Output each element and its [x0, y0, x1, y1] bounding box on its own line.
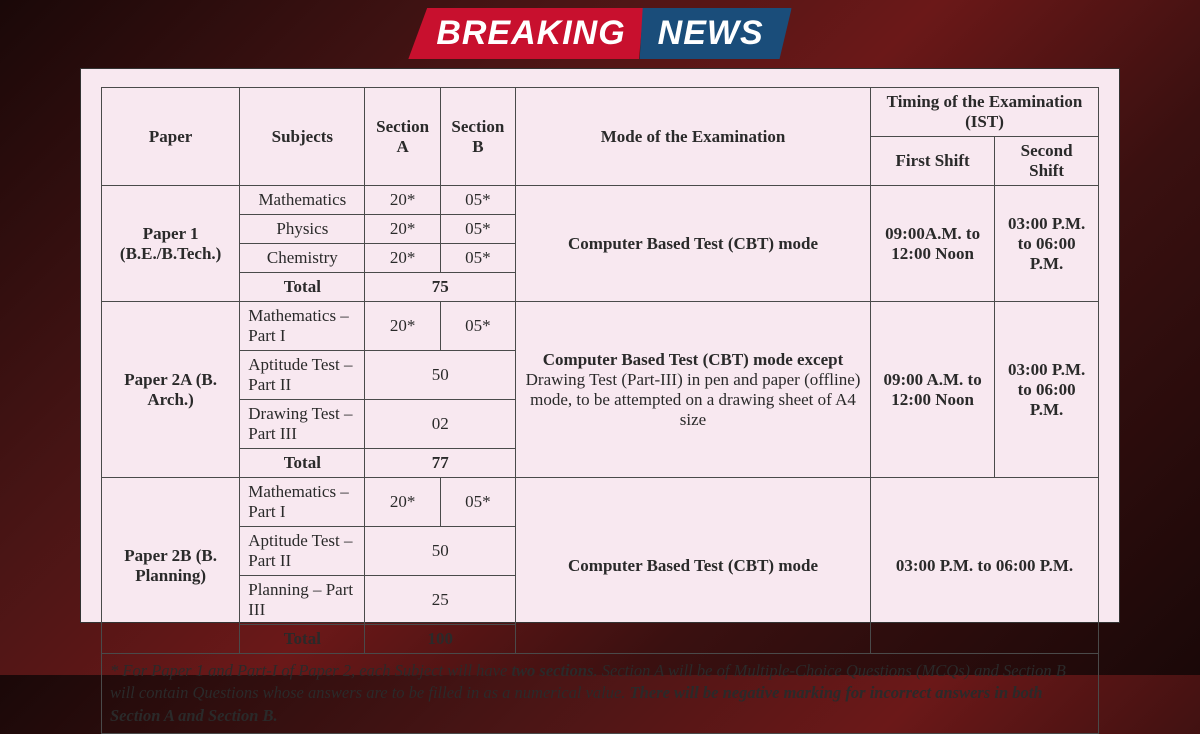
p1-shift1: 09:00A.M. to 12:00 Noon	[871, 186, 995, 302]
p1-math-b: 05*	[440, 186, 515, 215]
p2a-total-label: Total	[240, 449, 365, 478]
p2a-subj1: Mathematics – Part I	[240, 302, 365, 351]
th-mode: Mode of the Examination	[516, 88, 871, 186]
table-row: Paper 2A (B. Arch.) Mathematics – Part I…	[102, 302, 1099, 351]
p2b-r1-a: 20*	[365, 478, 440, 527]
th-subjects: Subjects	[240, 88, 365, 186]
table-row: Paper 2B (B. Planning) Mathematics – Par…	[102, 478, 1099, 527]
p1-subj-chem: Chemistry	[240, 244, 365, 273]
p2a-subj3: Drawing Test – Part III	[240, 400, 365, 449]
th-first-shift: First Shift	[871, 137, 995, 186]
p2b-r3-val: 25	[365, 576, 516, 625]
p2a-total-value: 77	[365, 449, 516, 478]
fn-p1: * For Paper 1 and Part-I of Paper 2, eac…	[110, 661, 511, 680]
p2a-shift2: 03:00 P.M. to 06:00 P.M.	[995, 302, 1099, 478]
p2a-r3-val: 02	[365, 400, 516, 449]
p2a-shift1: 09:00 A.M. to 12:00 Noon	[871, 302, 995, 478]
breaking-news-banner: BREAKING NEWS	[408, 8, 791, 59]
p2b-timing: 03:00 P.M. to 06:00 P.M.	[871, 478, 1099, 654]
p2b-subj3: Planning – Part III	[240, 576, 365, 625]
p1-subj-phy: Physics	[240, 215, 365, 244]
p2a-r1-b: 05*	[440, 302, 515, 351]
p1-total-value: 75	[365, 273, 516, 302]
th-second-shift: Second Shift	[995, 137, 1099, 186]
p2b-total-value: 100	[365, 625, 516, 654]
banner-right: NEWS	[640, 8, 792, 59]
p1-math-a: 20*	[365, 186, 440, 215]
p2a-r1-a: 20*	[365, 302, 440, 351]
footnote-row: * For Paper 1 and Part-I of Paper 2, eac…	[102, 654, 1099, 734]
table-row: Paper 1 (B.E./B.Tech.) Mathematics 20* 0…	[102, 186, 1099, 215]
p2a-mode-rest: Drawing Test (Part-III) in pen and paper…	[526, 370, 861, 429]
p1-chem-a: 20*	[365, 244, 440, 273]
p1-phy-b: 05*	[440, 215, 515, 244]
th-paper: Paper	[102, 88, 240, 186]
p1-chem-b: 05*	[440, 244, 515, 273]
banner-left: BREAKING	[408, 8, 643, 59]
p1-total-label: Total	[240, 273, 365, 302]
footnote-cell: * For Paper 1 and Part-I of Paper 2, eac…	[102, 654, 1099, 734]
p2a-subj2: Aptitude Test – Part II	[240, 351, 365, 400]
p2b-r2-val: 50	[365, 527, 516, 576]
p2b-subj2: Aptitude Test – Part II	[240, 527, 365, 576]
fn-b1: two sections	[511, 661, 593, 680]
p2a-r2-val: 50	[365, 351, 516, 400]
paper2A-name: Paper 2A (B. Arch.)	[102, 302, 240, 478]
p2b-r1-b: 05*	[440, 478, 515, 527]
exam-table: Paper Subjects Section A Section B Mode …	[101, 87, 1099, 734]
p1-phy-a: 20*	[365, 215, 440, 244]
paper1-name: Paper 1 (B.E./B.Tech.)	[102, 186, 240, 302]
p2b-mode: Computer Based Test (CBT) mode	[516, 478, 871, 654]
paper2B-name: Paper 2B (B. Planning)	[102, 478, 240, 654]
th-section-a: Section A	[365, 88, 440, 186]
p2b-total-label: Total	[240, 625, 365, 654]
header-row-1: Paper Subjects Section A Section B Mode …	[102, 88, 1099, 137]
p1-subj-math: Mathematics	[240, 186, 365, 215]
p2a-mode: Computer Based Test (CBT) mode except Dr…	[516, 302, 871, 478]
th-section-b: Section B	[440, 88, 515, 186]
th-timing: Timing of the Examination (IST)	[871, 88, 1099, 137]
p1-shift2: 03:00 P.M. to 06:00 P.M.	[995, 186, 1099, 302]
p1-mode: Computer Based Test (CBT) mode	[516, 186, 871, 302]
p2b-subj1: Mathematics – Part I	[240, 478, 365, 527]
exam-table-panel: Paper Subjects Section A Section B Mode …	[80, 68, 1120, 623]
p2a-mode-b: Computer Based Test (CBT) mode except	[543, 350, 843, 369]
